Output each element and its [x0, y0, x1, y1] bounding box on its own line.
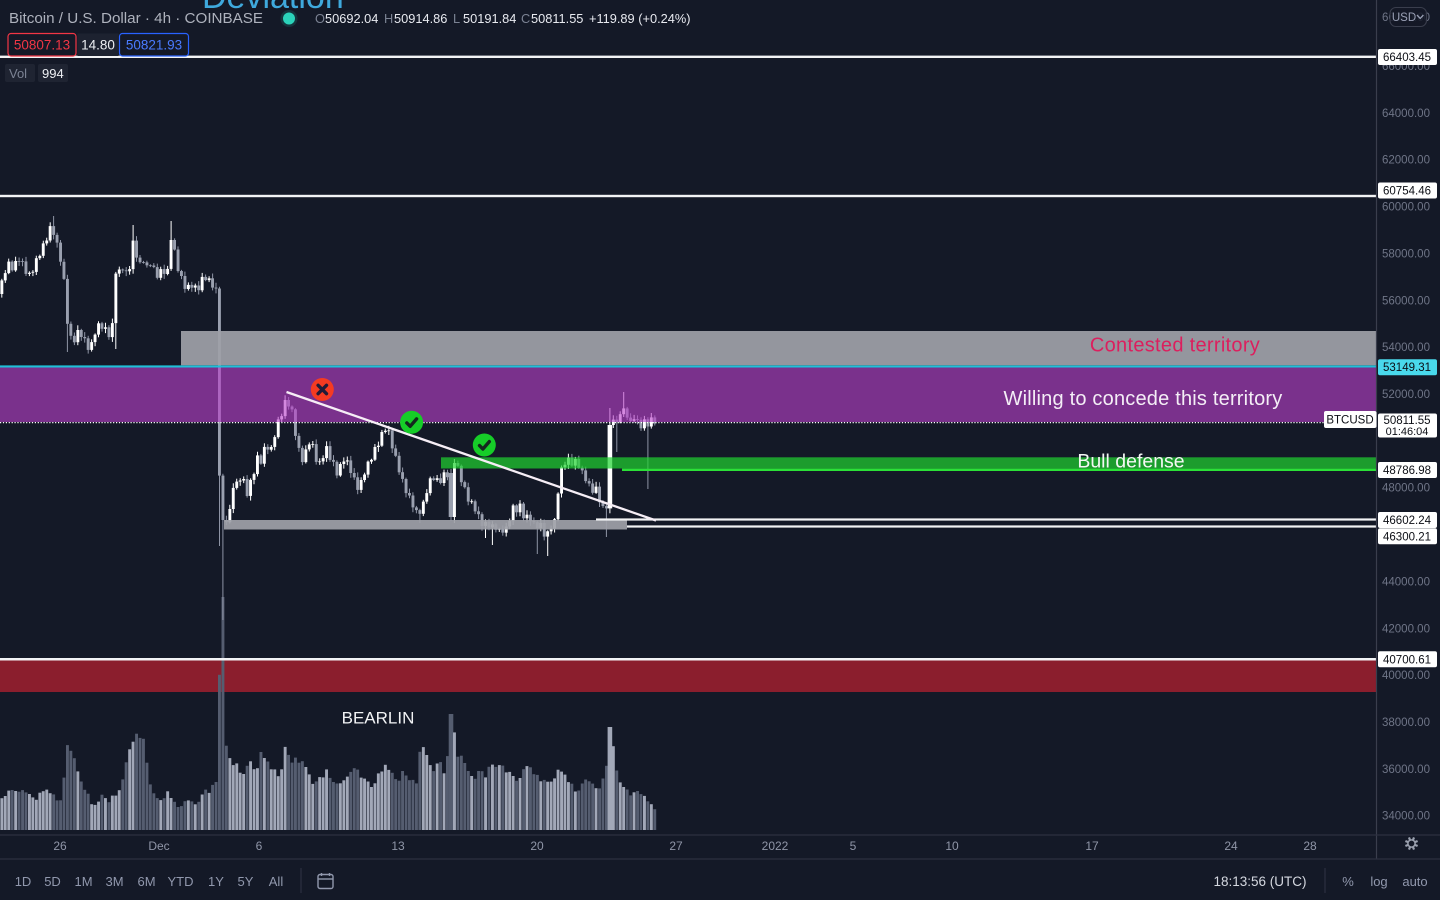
svg-text:50811.55: 50811.55: [531, 11, 583, 26]
svg-text:auto: auto: [1402, 874, 1427, 889]
svg-text:52000.00: 52000.00: [1382, 389, 1430, 401]
svg-text:50821.93: 50821.93: [126, 38, 182, 53]
svg-text:5Y: 5Y: [238, 874, 254, 889]
svg-text:34000.00: 34000.00: [1382, 811, 1430, 823]
svg-text:48000.00: 48000.00: [1382, 483, 1430, 495]
svg-text:log: log: [1370, 874, 1387, 889]
svg-text:28: 28: [1303, 839, 1317, 853]
svg-text:Vol: Vol: [9, 66, 27, 81]
svg-text:17: 17: [1085, 839, 1099, 853]
svg-text:6: 6: [256, 839, 263, 853]
svg-text:O: O: [315, 11, 325, 26]
svg-text:994: 994: [42, 66, 64, 81]
svg-text:24: 24: [1224, 839, 1238, 853]
svg-text:62000.00: 62000.00: [1382, 155, 1430, 167]
svg-text:38000.00: 38000.00: [1382, 717, 1430, 729]
svg-text:Bitcoin / U.S. Dollar · 4h · C: Bitcoin / U.S. Dollar · 4h · COINBASE: [9, 10, 263, 27]
svg-text:64000.00: 64000.00: [1382, 108, 1430, 120]
svg-text:Contested territory: Contested territory: [1090, 335, 1260, 357]
svg-text:50914.86: 50914.86: [394, 11, 447, 26]
svg-text:Bull defense: Bull defense: [1077, 451, 1184, 473]
svg-text:40700.61: 40700.61: [1383, 654, 1431, 666]
svg-text:20: 20: [530, 839, 544, 853]
svg-text:10: 10: [945, 839, 959, 853]
svg-text:66403.45: 66403.45: [1383, 52, 1431, 64]
svg-text:60754.46: 60754.46: [1383, 186, 1431, 198]
svg-text:1Y: 1Y: [208, 874, 224, 889]
svg-text:42000.00: 42000.00: [1382, 623, 1430, 635]
svg-text:01:46:04: 01:46:04: [1386, 426, 1429, 438]
svg-text:C: C: [521, 11, 530, 26]
svg-text:54000.00: 54000.00: [1382, 342, 1430, 354]
svg-text:26: 26: [53, 839, 67, 853]
svg-text:L: L: [453, 11, 460, 26]
svg-text:H: H: [384, 11, 393, 26]
svg-text:2022: 2022: [762, 839, 789, 853]
svg-text:BEARLIN: BEARLIN: [342, 709, 415, 728]
svg-text:46602.24: 46602.24: [1383, 515, 1432, 527]
svg-text:18:13:56 (UTC): 18:13:56 (UTC): [1213, 874, 1306, 889]
svg-text:27: 27: [669, 839, 683, 853]
svg-text:Willing to concede this territ: Willing to concede this territory: [1004, 388, 1283, 410]
svg-text:BTCUSD: BTCUSD: [1326, 415, 1373, 427]
svg-text:56000.00: 56000.00: [1382, 295, 1430, 307]
svg-text:50692.04: 50692.04: [325, 11, 378, 26]
svg-text:6M: 6M: [137, 874, 155, 889]
svg-text:48786.98: 48786.98: [1383, 465, 1431, 477]
svg-text:50191.84: 50191.84: [463, 11, 516, 26]
svg-text:46300.21: 46300.21: [1383, 531, 1431, 543]
svg-text:44000.00: 44000.00: [1382, 577, 1430, 589]
svg-text:%: %: [1342, 874, 1354, 889]
svg-text:60000.00: 60000.00: [1382, 202, 1430, 214]
svg-text:36000.00: 36000.00: [1382, 764, 1430, 776]
svg-text:5: 5: [850, 839, 857, 853]
svg-text:40000.00: 40000.00: [1382, 670, 1430, 682]
svg-text:50807.13: 50807.13: [14, 38, 70, 53]
svg-text:USD: USD: [1392, 12, 1416, 24]
svg-text:58000.00: 58000.00: [1382, 248, 1430, 260]
svg-text:All: All: [269, 874, 284, 889]
svg-text:YTD: YTD: [168, 874, 194, 889]
svg-text:5D: 5D: [44, 874, 61, 889]
svg-text:53149.31: 53149.31: [1383, 362, 1431, 374]
svg-text:Deviation: Deviation: [202, 0, 344, 16]
svg-text:14.80: 14.80: [81, 38, 115, 53]
svg-text:+119.89 (+0.24%): +119.89 (+0.24%): [589, 11, 691, 26]
svg-text:13: 13: [391, 839, 405, 853]
svg-text:1D: 1D: [15, 874, 32, 889]
svg-text:Dec: Dec: [148, 839, 169, 853]
svg-text:1M: 1M: [74, 874, 92, 889]
svg-text:50811.55: 50811.55: [1383, 415, 1430, 427]
svg-text:3M: 3M: [105, 874, 123, 889]
